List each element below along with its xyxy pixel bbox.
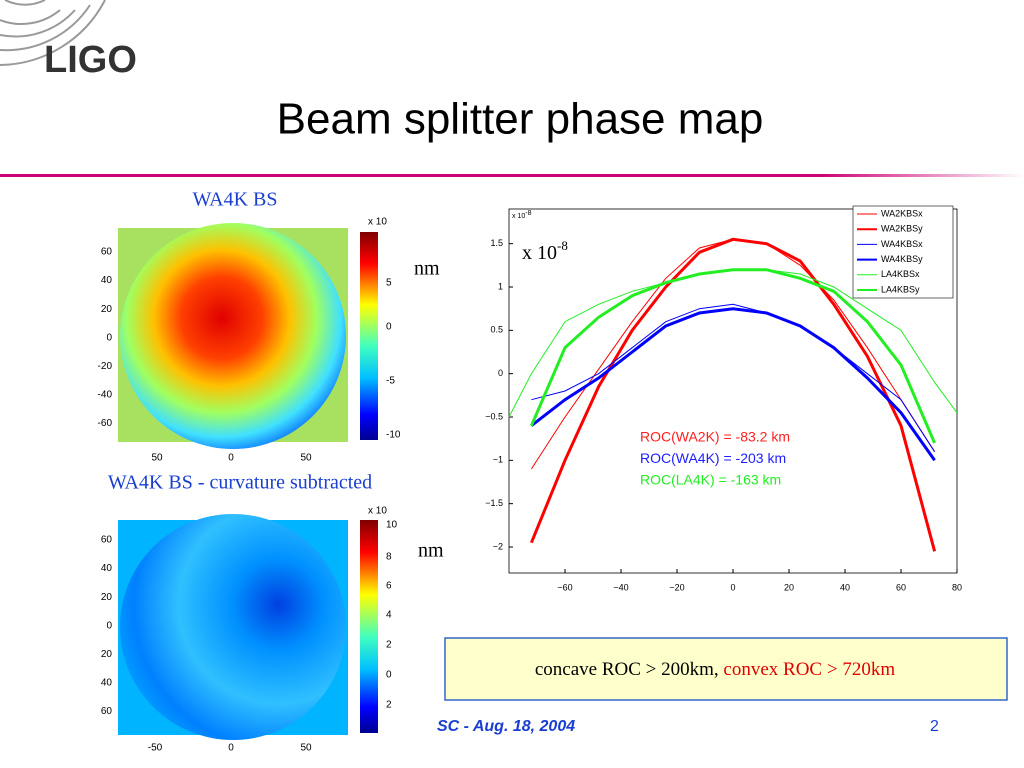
- y-tick-label: 20: [101, 304, 113, 315]
- series-line: [530, 307, 936, 462]
- colorbar: [360, 520, 378, 733]
- x-tick-label: 0: [730, 582, 735, 592]
- x-tick-label: −60: [557, 582, 572, 592]
- colorbar-scale: x 10: [368, 217, 387, 228]
- y-tick-label: 0: [106, 620, 112, 631]
- x-tick-label: 50: [300, 743, 312, 754]
- x-tick-label: 80: [952, 582, 962, 592]
- axis-scale-exp: -8: [525, 210, 531, 217]
- unit: nm: [414, 258, 440, 280]
- note: concave ROC > 200km, convex ROC > 720km: [535, 659, 895, 680]
- y-tick-label: 60: [101, 247, 113, 258]
- y-tick-label: 20: [101, 649, 113, 660]
- heatmap: [120, 514, 346, 740]
- y-tick-label: 0: [106, 332, 112, 343]
- y-tick-label: -40: [98, 390, 113, 401]
- y-tick-label: 40: [101, 563, 113, 574]
- y-tick-label: -20: [98, 361, 113, 372]
- x-tick-label: 60: [896, 582, 906, 592]
- colorbar-tick-label: 0: [386, 322, 392, 333]
- legend-label: WA4KBSx: [881, 239, 923, 249]
- colorbar-tick-label: 6: [386, 581, 392, 592]
- annotation: ROC(WA2K) = -83.2 km: [640, 429, 790, 445]
- divider: [0, 174, 1024, 177]
- colorbar-tick-label: 10: [386, 520, 398, 531]
- footer: SC - Aug. 18, 2004: [437, 718, 575, 735]
- overlay-scale-exp: -8: [557, 238, 568, 253]
- y-tick-label: −1: [493, 455, 503, 465]
- y-tick-label: 40: [101, 275, 113, 286]
- colorbar-tick-label: 0: [386, 670, 392, 681]
- y-tick-label: 1: [498, 281, 503, 291]
- y-tick-label: 40: [101, 678, 113, 689]
- colorbar-tick-label: 2: [386, 700, 392, 711]
- colorbar-tick-label: 4: [386, 610, 392, 621]
- y-tick-label: −0.5: [485, 411, 503, 421]
- x-tick-label: 50: [300, 453, 312, 464]
- y-tick-label: 60: [101, 535, 113, 546]
- note-part: convex ROC > 720km: [723, 659, 895, 680]
- legend: WA2KBSx WA2KBSy WA4KBSx WA4KBSy LA4KBSx LA4KB…: [852, 205, 954, 299]
- overlay-scale-base: x 10: [522, 242, 557, 264]
- legend-box: [852, 205, 954, 299]
- y-tick-label: −1.5: [485, 498, 503, 508]
- unit: nm: [418, 540, 444, 562]
- logo: LIGO: [44, 39, 137, 81]
- colorbar-tick-label: 5: [386, 278, 392, 289]
- map-label: WA4K BS: [192, 189, 277, 211]
- legend-label: WA2KBSx: [881, 208, 923, 218]
- colorbar: [360, 232, 378, 440]
- colorbar-tick-label: 2: [386, 640, 392, 651]
- y-tick-label: 60: [101, 706, 113, 717]
- y-tick-label: 0: [498, 368, 503, 378]
- colorbar-tick-label: 8: [386, 552, 392, 563]
- legend-label: LA4KBSy: [881, 284, 920, 294]
- legend-label: WA2KBSy: [881, 224, 923, 234]
- annotation: ROC(WA4K) = -203 km: [640, 450, 786, 466]
- x-tick-label: −20: [669, 582, 684, 592]
- y-tick-label: 1.5: [490, 238, 503, 248]
- x-tick-label: −40: [613, 582, 628, 592]
- colorbar-tick-label: -5: [386, 376, 395, 387]
- x-tick-label: 50: [151, 453, 163, 464]
- y-tick-label: -60: [98, 418, 113, 429]
- title: Beam splitter phase map: [277, 95, 764, 144]
- colorbar-scale: x 10: [368, 506, 387, 517]
- axis-scale: x 10-8: [512, 210, 532, 220]
- page-number: 2: [930, 718, 939, 735]
- heatmap: [120, 223, 346, 449]
- axis-scale-base: x 10: [512, 213, 525, 220]
- x-tick-label: 40: [840, 582, 850, 592]
- x-tick-label: 20: [784, 582, 794, 592]
- y-tick-label: −2: [493, 541, 503, 551]
- colorbar-tick-label: -10: [386, 430, 401, 441]
- legend-label: LA4KBSx: [881, 269, 920, 279]
- x-tick-label: 0: [228, 453, 234, 464]
- overlay-scale: x 10-8: [522, 238, 568, 264]
- series-line: [531, 303, 936, 452]
- series-line: [530, 237, 937, 552]
- x-tick-label: 0: [228, 743, 234, 754]
- note-box: [444, 637, 1008, 701]
- y-tick-label: 20: [101, 592, 113, 603]
- map-label: WA4K BS - curvature subtracted: [108, 472, 372, 494]
- note-part: concave ROC > 200km,: [535, 659, 724, 680]
- y-tick-label: 0.5: [490, 325, 503, 335]
- annotation: ROC(LA4K) = -163 km: [640, 472, 781, 488]
- legend-label: WA4KBSy: [881, 254, 923, 264]
- chart: 1.5 1 0.5 0 −0.5 −1 −1.5 −2 −60 −40 −20 0 20 40 60 80 WA…: [485, 205, 962, 592]
- logo-arcs: [0, 0, 106, 66]
- x-tick-label: -50: [148, 743, 163, 754]
- series-line: [530, 268, 936, 444]
